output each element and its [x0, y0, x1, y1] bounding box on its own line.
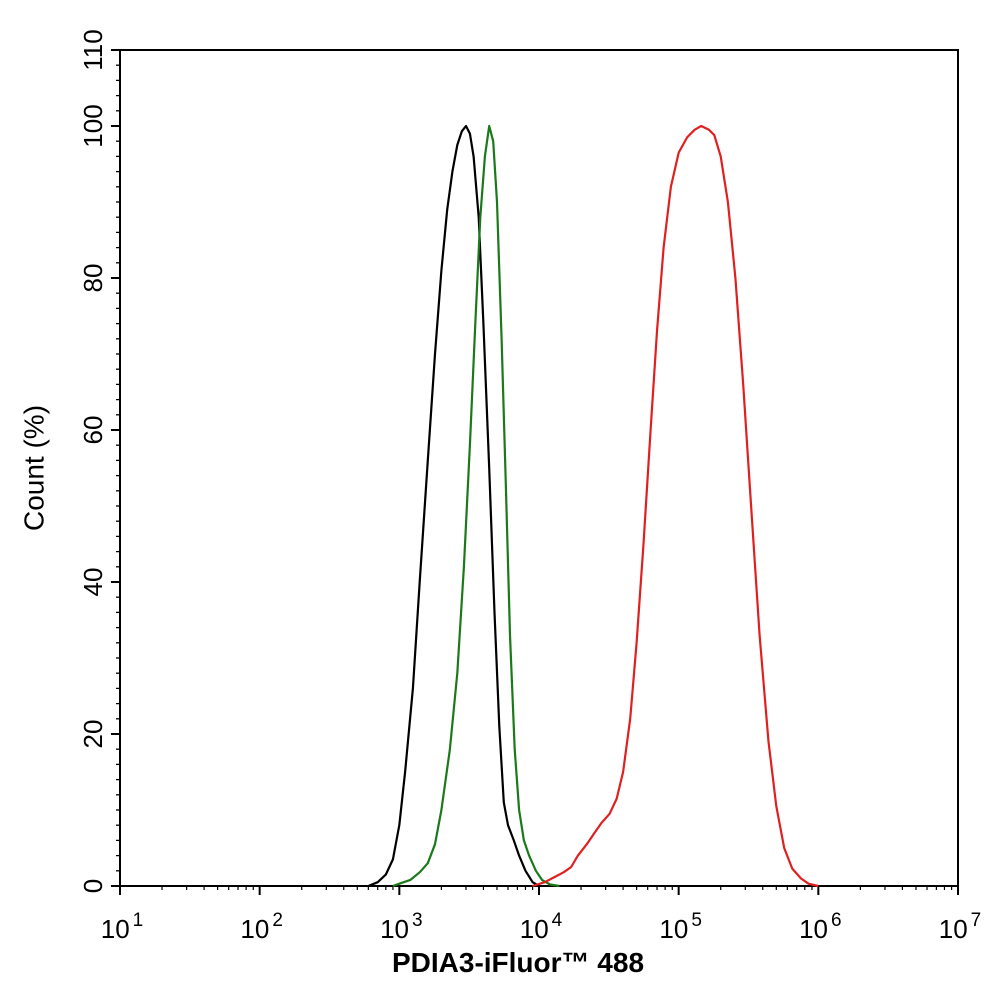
x-tick-label: 10 5 — [659, 910, 702, 944]
y-tick-label: 80 — [78, 264, 108, 293]
y-axis-title: Count (%) — [19, 405, 50, 531]
series-lines — [367, 124, 819, 888]
x-tick-label: 10 2 — [240, 910, 283, 944]
x-tick-label: 10 4 — [520, 910, 563, 944]
x-major-ticks — [119, 886, 959, 895]
y-tick-label: 20 — [78, 720, 108, 749]
x-tick-label: 10 1 — [101, 910, 144, 944]
x-tick-label: 10 7 — [939, 910, 982, 944]
x-tick-label: 10 3 — [380, 910, 423, 944]
series-line-3 — [532, 124, 819, 888]
x-tick-labels: 10 1 10 2 10 3 10 4 10 5 10 6 10 7 — [101, 910, 982, 944]
series-line-2 — [392, 124, 560, 888]
y-major-ticks — [111, 49, 120, 887]
y-tick-label-110: 110 — [78, 29, 108, 70]
y-tick-label: 40 — [78, 568, 108, 597]
series-line-1 — [367, 124, 540, 888]
x-tick-label: 10 6 — [799, 910, 842, 944]
y-tick-label: 100 — [78, 104, 108, 147]
plot-frame — [119, 49, 959, 887]
x-minor-ticks — [161, 886, 953, 890]
x-axis-title: PDIA3-iFluor™ 488 — [392, 947, 644, 978]
y-minor-ticks — [116, 49, 120, 872]
y-tick-label: 60 — [78, 416, 108, 445]
y-tick-labels: 0 20 40 60 80 100 — [78, 104, 108, 893]
y-tick-label: 0 — [78, 879, 108, 893]
